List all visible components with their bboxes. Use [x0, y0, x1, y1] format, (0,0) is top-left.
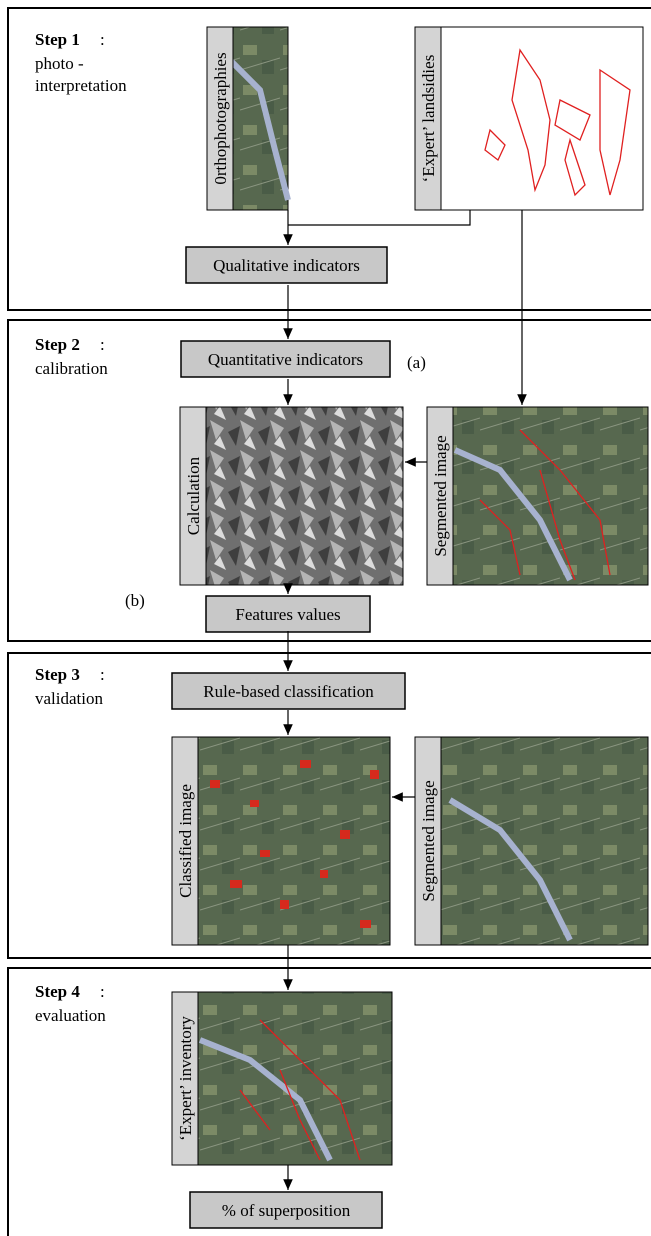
- image: [180, 407, 403, 585]
- box-label: Rule-based classification: [203, 682, 374, 701]
- image-label: Classified image: [176, 784, 195, 898]
- step-colon: :: [100, 30, 105, 49]
- image-label: ‘Expert’ inventory: [176, 1016, 195, 1141]
- step-subtitle: calibration: [35, 359, 108, 378]
- diagram: Step 1: photo - interpretation Step 2: calib…: [0, 0, 651, 1236]
- image: [415, 737, 648, 945]
- annotation: (a): [407, 353, 426, 372]
- step-subtitle: interpretation: [35, 76, 127, 95]
- image: [427, 407, 648, 585]
- image-label: Segmented image: [419, 780, 438, 901]
- box-label: Qualitative indicators: [213, 256, 360, 275]
- image: [415, 27, 643, 210]
- step-colon: :: [100, 335, 105, 354]
- step-subtitle: validation: [35, 689, 103, 708]
- box-label: Features values: [235, 605, 340, 624]
- image: [172, 992, 392, 1165]
- step-title: Step 3: [35, 665, 80, 684]
- step-title: Step 4: [35, 982, 80, 1001]
- image-label: Segmented image: [431, 435, 450, 556]
- step-title: Step 1: [35, 30, 80, 49]
- image-label: Calculation: [184, 456, 203, 535]
- box-label: % of superposition: [222, 1201, 351, 1220]
- image-label: 0rthophotographies: [211, 52, 230, 184]
- box-label: Quantitative indicators: [208, 350, 363, 369]
- step-colon: :: [100, 665, 105, 684]
- step-title: Step 2: [35, 335, 80, 354]
- step-labels: Step 1: photo - interpretation Step 2: calib…: [35, 30, 127, 1025]
- connector: [288, 210, 470, 225]
- image-label: ‘Expert’ landsidies: [419, 55, 438, 183]
- step-subtitle: evaluation: [35, 1006, 106, 1025]
- step-colon: :: [100, 982, 105, 1001]
- step-subtitle: photo -: [35, 54, 84, 73]
- image: [172, 737, 390, 945]
- annotation: (b): [125, 591, 145, 610]
